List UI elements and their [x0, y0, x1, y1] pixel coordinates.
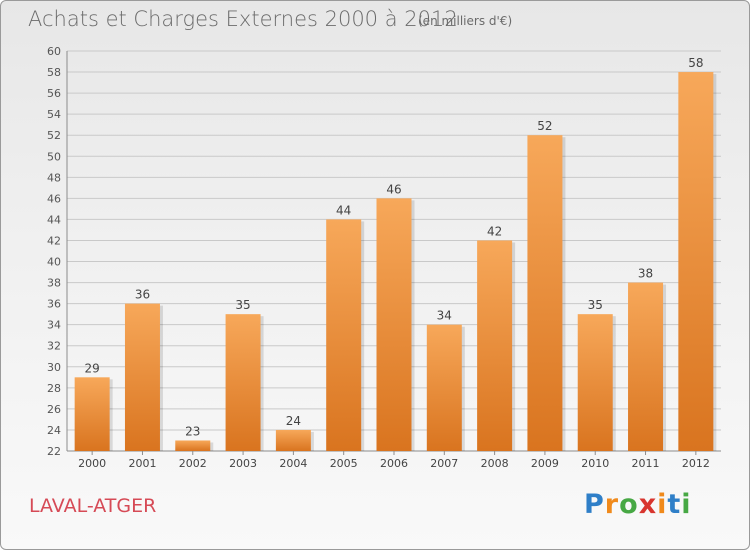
- chart-unit-label: (en milliers d'€): [418, 14, 513, 28]
- y-tick-label: 34: [47, 319, 61, 332]
- bar: [628, 282, 664, 451]
- y-tick-label: 40: [47, 256, 61, 269]
- y-tick-label: 56: [47, 87, 61, 100]
- y-tick-label: 30: [47, 361, 61, 374]
- y-tick-label: 26: [47, 403, 61, 416]
- x-tick-label: 2011: [632, 457, 660, 470]
- bar-value-label: 52: [537, 119, 552, 133]
- y-tick-label: 42: [47, 234, 61, 247]
- x-tick-label: 2003: [229, 457, 257, 470]
- x-tick-label: 2012: [682, 457, 710, 470]
- y-tick-label: 36: [47, 298, 61, 311]
- y-tick-label: 60: [47, 45, 61, 58]
- y-tick-label: 50: [47, 150, 61, 163]
- bar: [326, 219, 362, 451]
- y-tick-label: 46: [47, 192, 61, 205]
- proxiti-logo: Proxiti: [584, 489, 692, 520]
- bar-value-label: 36: [135, 288, 150, 302]
- logo-letter: i: [681, 489, 692, 520]
- logo-letter: i: [657, 489, 668, 520]
- bar-value-label: 24: [286, 414, 301, 428]
- bar: [477, 240, 513, 451]
- x-tick-label: 2005: [330, 457, 358, 470]
- bar-value-label: 38: [638, 267, 653, 281]
- y-tick-label: 24: [47, 424, 61, 437]
- y-tick-label: 28: [47, 382, 61, 395]
- bar-value-label: 34: [437, 309, 452, 323]
- bar: [124, 303, 160, 451]
- bar-value-label: 46: [386, 182, 401, 196]
- bar-value-label: 44: [336, 203, 351, 217]
- y-tick-label: 48: [47, 171, 61, 184]
- x-tick-label: 2009: [531, 457, 559, 470]
- y-tick-label: 38: [47, 277, 61, 290]
- bar-value-label: 29: [85, 361, 100, 375]
- x-tick-label: 2001: [128, 457, 156, 470]
- bar-value-label: 58: [688, 56, 703, 70]
- location-name: LAVAL-ATGER: [29, 495, 157, 517]
- bar: [678, 72, 714, 451]
- logo-letter: o: [619, 489, 639, 520]
- bar: [175, 440, 211, 451]
- x-tick-label: 2010: [581, 457, 609, 470]
- x-tick-label: 2002: [179, 457, 207, 470]
- x-tick-label: 2000: [78, 457, 106, 470]
- x-tick-label: 2006: [380, 457, 408, 470]
- y-tick-label: 22: [47, 445, 61, 458]
- y-tick-label: 58: [47, 66, 61, 79]
- logo-letter: r: [604, 489, 620, 520]
- bar: [527, 135, 563, 452]
- x-tick-label: 2008: [481, 457, 509, 470]
- bar-value-label: 23: [185, 424, 200, 438]
- x-tick-label: 2004: [279, 457, 307, 470]
- y-tick-label: 52: [47, 129, 61, 142]
- logo-letter: x: [638, 489, 658, 520]
- bar-layer: [74, 72, 717, 452]
- bar-value-label: 42: [487, 224, 502, 238]
- label-layer: 29 36 23 35 24 44 46 34 42 52 35 38 58: [85, 56, 704, 438]
- bar: [376, 198, 412, 451]
- y-tick-label: 54: [47, 108, 61, 121]
- bar: [577, 314, 613, 451]
- bar: [225, 314, 261, 451]
- bar-value-label: 35: [588, 298, 603, 312]
- y-tick-label: 44: [47, 213, 61, 226]
- chart-title: Achats et Charges Externes 2000 à 2012: [28, 7, 458, 31]
- bar: [74, 377, 110, 451]
- logo-letter: t: [667, 489, 682, 520]
- bar-value-label: 35: [235, 298, 250, 312]
- y-tick-label: 32: [47, 340, 61, 353]
- logo-letter: P: [584, 489, 605, 520]
- bar: [275, 429, 311, 451]
- bar: [426, 324, 462, 451]
- x-tick-label: 2007: [430, 457, 458, 470]
